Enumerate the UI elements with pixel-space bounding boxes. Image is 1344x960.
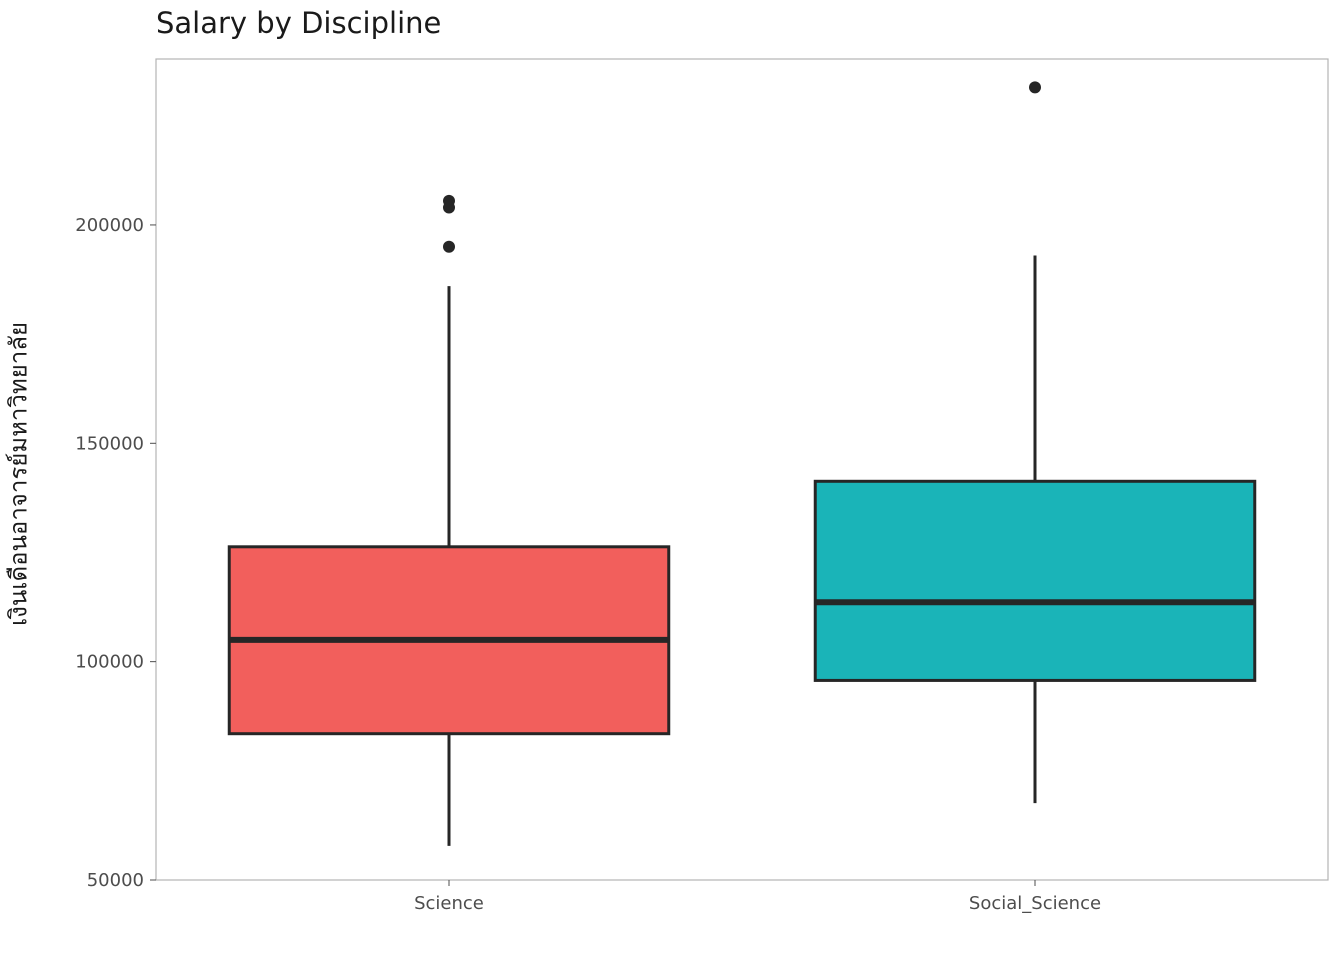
box-social-science bbox=[813, 81, 1257, 804]
y-tick-label: 150000 bbox=[75, 433, 144, 454]
outlier-point bbox=[1029, 81, 1041, 94]
y-tick-label: 50000 bbox=[87, 870, 144, 891]
chart-title: Salary by Discipline bbox=[156, 6, 442, 40]
box-science bbox=[227, 194, 671, 846]
y-tick-label: 200000 bbox=[75, 215, 144, 236]
x-tick-label: Science bbox=[414, 893, 484, 914]
y-axis: 50000 100000 150000 200000 bbox=[75, 215, 156, 891]
outlier-point bbox=[443, 240, 455, 253]
boxes bbox=[227, 81, 1257, 846]
x-tick-label: Social_Science bbox=[969, 893, 1101, 914]
outlier-point bbox=[443, 201, 455, 214]
plot-panel-border bbox=[155, 58, 1329, 881]
x-axis: Science Social_Science bbox=[414, 880, 1101, 914]
box-iqr bbox=[813, 479, 1257, 682]
y-tick-label: 100000 bbox=[75, 652, 144, 673]
